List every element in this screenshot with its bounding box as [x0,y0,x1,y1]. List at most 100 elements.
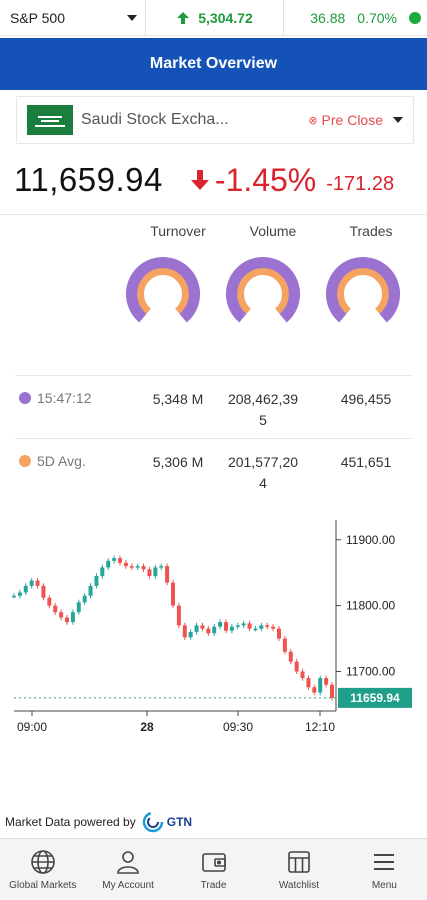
stats-column-headers: Turnover Volume Trades [0,223,427,243]
user-icon [117,850,139,874]
index-change-value: 36.88 [310,9,346,26]
candle [147,569,152,576]
x-tick-label: 12:10 [305,720,335,734]
exchange-selector[interactable]: Saudi Stock Excha... ⊗ Pre Close [16,96,414,144]
candle [194,625,199,632]
candle [265,625,270,627]
candle [35,580,40,586]
nav-label: Menu [371,879,397,891]
candle [312,687,317,693]
candle [324,678,329,685]
candle [135,566,140,568]
nav-label: Global Markets [9,879,77,891]
trades-value: 496,455 [340,391,392,407]
legend-dot [19,455,31,467]
intraday-chart[interactable]: 11900.00 11800.00 11700.00 09:00 28 09:30 12:1… [0,515,427,755]
table-row: 5D Avg. 5,306 M 201,577,20 4 451,651 [15,438,412,501]
menu-icon [374,853,395,870]
candle [29,580,34,586]
candle [23,585,28,593]
candle [141,566,146,570]
row-label: 15:47:12 [19,390,92,406]
candle [306,678,311,688]
gauge-inner-arc [137,268,189,314]
candle [300,671,305,679]
candle [94,575,99,586]
turnover-value: 5,348 M [152,391,204,407]
wallet-icon [201,852,226,872]
gauge-outer-arc [225,257,301,323]
app-header: Market Overview [0,38,427,90]
column-header-trades: Trades [349,223,393,239]
row-label-text: 5D Avg. [37,453,86,469]
nav-global-markets[interactable]: Global Markets [0,839,85,900]
nav-trade[interactable]: Trade [171,839,256,900]
candle [165,566,170,583]
candle [17,592,22,596]
candle [118,558,122,563]
nav-menu[interactable]: Menu [342,839,427,900]
gtn-logo: GTN [142,811,192,833]
market-stats-panel: Turnover Volume Trades 15:47:12 5,348 M … [0,214,427,804]
candle [106,560,111,568]
status-icon: ⊗ [308,114,318,127]
powered-by-text: Market Data powered by [5,815,136,829]
ticker-bar: S&P 500 5,304.72 36.88 0.70% [0,0,427,36]
index-selector[interactable]: S&P 500 [0,0,146,36]
exchange-index-change-pct: -1.45% [214,161,317,198]
column-header-volume: Volume [249,223,297,239]
turnover-value: 5,306 M [152,454,204,470]
gauge-gap [239,311,287,332]
watchlist-icon [288,850,310,873]
candle [159,566,164,568]
volume-value-line2: 5 [259,412,267,428]
exchange-index-value: 11,659.94 [14,161,163,198]
gauges [0,255,427,335]
candle [247,623,252,629]
x-tick-label: 09:30 [223,720,253,734]
y-tick-label: 11900.00 [346,533,395,547]
candle [200,625,205,629]
candle [218,622,223,627]
chevron-down-icon [127,14,137,21]
gtn-swirl-icon [142,811,163,833]
volume-gauge [225,257,301,332]
candle [259,625,264,629]
arrow-down-icon [190,170,209,190]
column-header-turnover: Turnover [150,223,206,239]
nav-my-account[interactable]: My Account [85,839,170,900]
candle [112,558,117,561]
candle [229,626,234,631]
row-label: 5D Avg. [19,453,86,469]
candle [294,661,299,672]
volume-value: 201,577,20 4 [218,452,308,494]
trades-value: 451,651 [340,454,392,470]
exchange-index-change-abs: -171.28 [326,172,395,195]
candle [241,623,246,626]
gauge-outer-arc [325,257,401,323]
candle [318,678,323,693]
nav-label: Watchlist [278,879,320,891]
candle [288,651,293,662]
market-open-status-icon [409,11,421,24]
candle [153,567,158,576]
legend-dot [19,392,31,404]
trades-gauge [325,257,401,332]
arrow-up-icon [177,11,190,24]
y-tick-label: 11700.00 [346,664,395,678]
gauge-gap [139,311,187,332]
candle [59,612,64,618]
volume-value-line1: 208,462,39 [227,391,299,407]
nav-watchlist[interactable]: Watchlist [256,839,341,900]
candle [171,582,175,606]
powered-by: Market Data powered by GTN [5,810,192,834]
saudi-flag-icon [27,105,73,135]
candle [76,602,81,613]
chevron-down-icon [393,117,403,123]
candle [206,628,211,634]
x-tick-label: 09:00 [17,720,47,734]
turnover-gauge [125,257,201,332]
candle [47,597,52,606]
stats-table: 15:47:12 5,348 M 208,462,39 5 496,455 5D… [15,375,412,501]
index-change-pct: 0.70% [357,9,397,26]
